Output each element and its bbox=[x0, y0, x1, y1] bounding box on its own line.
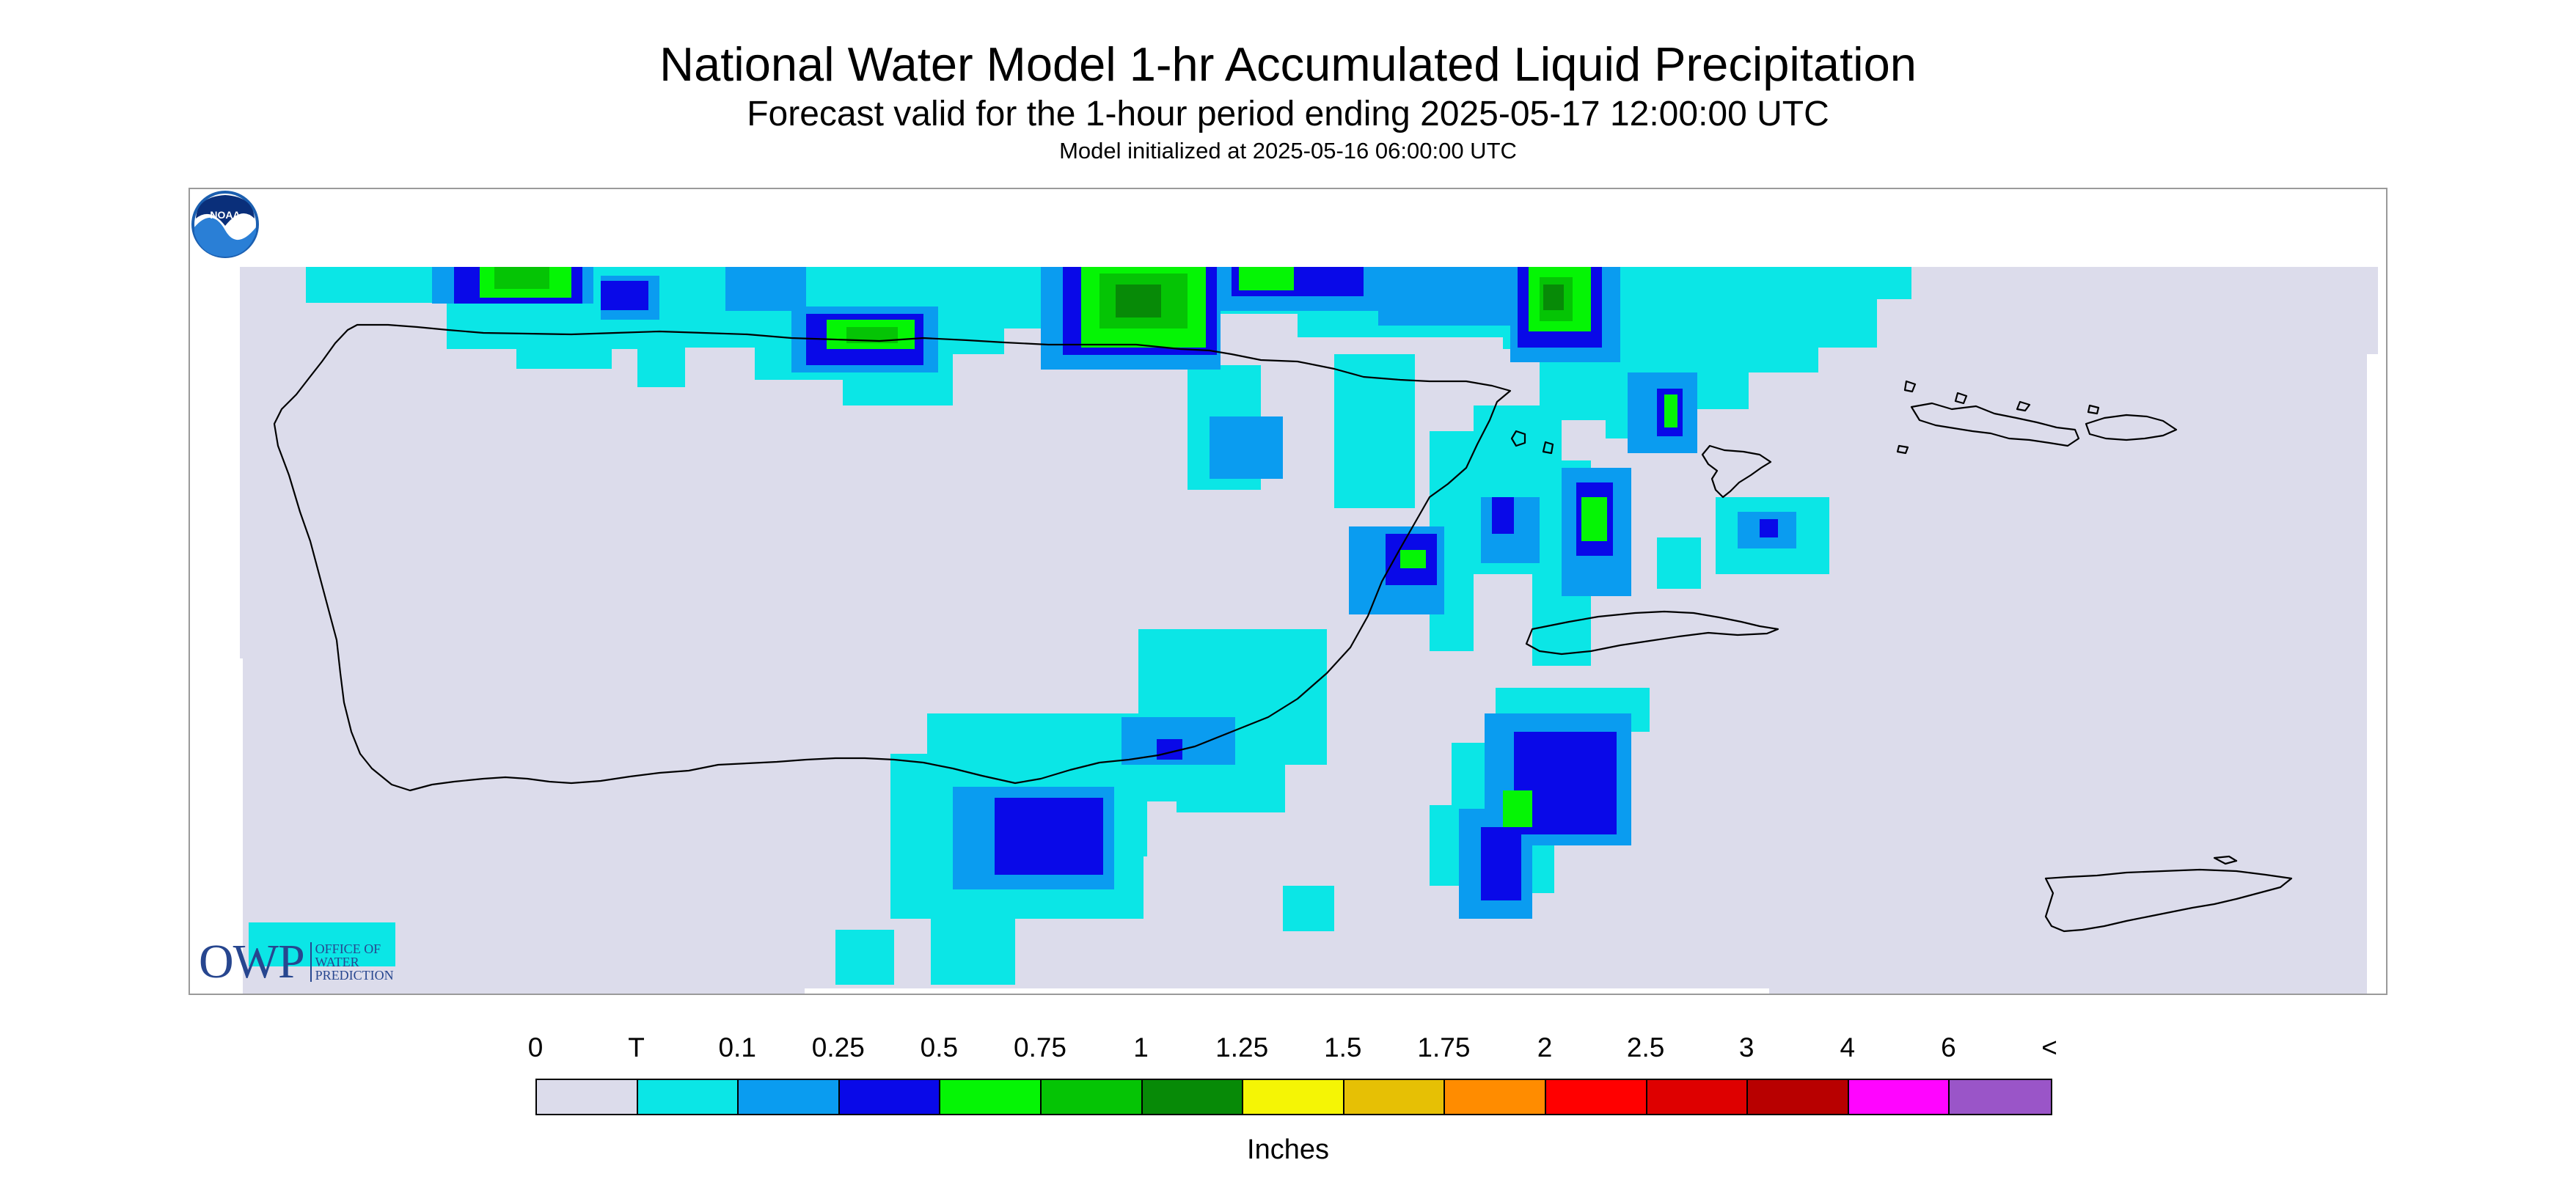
owp-logo-subtext: OFFICE OF WATER PREDICTION bbox=[310, 942, 394, 982]
map-subtitle: Forecast valid for the 1-hour period end… bbox=[747, 95, 1829, 133]
legend-swatch bbox=[1142, 1080, 1244, 1114]
legend-swatch bbox=[1848, 1080, 1950, 1114]
islet-outline-2 bbox=[1542, 441, 1554, 455]
legend-swatch bbox=[637, 1080, 739, 1114]
legend-swatch bbox=[739, 1080, 840, 1114]
legend-tick-label: 3 bbox=[1738, 1032, 1754, 1062]
owp-logo-text: OWP bbox=[199, 935, 305, 988]
precip-0.75-areas bbox=[494, 267, 1573, 343]
legend-swatch bbox=[1950, 1080, 2051, 1114]
legend-tick-label: 0.25 bbox=[811, 1032, 865, 1062]
puerto-rico-outline bbox=[273, 323, 1512, 792]
legend-tick-label: < bbox=[2041, 1032, 2057, 1062]
vieques-outline bbox=[1525, 610, 1779, 656]
legend-swatch bbox=[1041, 1080, 1143, 1114]
legend-labels: 0 T 0.1 0.25 0.5 0.75 1 1.25 1.5 1.75 2 2.5 3 4 6 < bbox=[0, 1029, 2576, 1066]
legend-swatch bbox=[1748, 1080, 1849, 1114]
legend-swatch bbox=[940, 1080, 1042, 1114]
legend-tick-label: 1.5 bbox=[1324, 1032, 1362, 1062]
legend-swatch bbox=[1344, 1080, 1446, 1114]
map-panel: OWP OFFICE OF WATER PREDICTION NOAA bbox=[189, 188, 2387, 995]
legend-tick-label: 1 bbox=[1133, 1032, 1149, 1062]
owp-logo: OWP OFFICE OF WATER PREDICTION bbox=[199, 935, 394, 988]
st-croix-outline bbox=[2044, 855, 2293, 933]
legend-tick-label: 2.5 bbox=[1626, 1032, 1665, 1062]
st-thomas-john-outline bbox=[1896, 380, 2178, 455]
precip-1-areas bbox=[1116, 285, 1564, 317]
noaa-logo: NOAA bbox=[191, 191, 259, 258]
legend-tick-label: 4 bbox=[1840, 1032, 1856, 1062]
legend-units: Inches bbox=[1247, 1134, 1329, 1165]
precipitation-map bbox=[240, 267, 2378, 994]
legend-tick-label: 1.75 bbox=[1417, 1032, 1471, 1062]
legend-tick-label: 0 bbox=[527, 1032, 544, 1062]
legend-swatch bbox=[1545, 1080, 1647, 1114]
culebra-outline bbox=[1701, 444, 1772, 499]
coastlines bbox=[273, 323, 2293, 933]
map-title: National Water Model 1-hr Accumulated Li… bbox=[659, 37, 1917, 91]
legend-tick-label: 0.5 bbox=[920, 1032, 959, 1062]
legend-tick-label: 6 bbox=[1941, 1032, 1956, 1062]
legend-colorbar bbox=[535, 1079, 2052, 1115]
legend-tick-label: 0.1 bbox=[718, 1032, 756, 1062]
legend-tick-label: 0.75 bbox=[1013, 1032, 1067, 1062]
legend-swatch bbox=[839, 1080, 941, 1114]
legend-tick-label: T bbox=[628, 1032, 645, 1062]
svg-text:NOAA: NOAA bbox=[210, 209, 240, 221]
legend-tick-label: 2 bbox=[1537, 1032, 1553, 1062]
init-time-text: Model initialized at 2025-05-16 06:00:00… bbox=[1059, 138, 1517, 164]
legend-tick-label: 1.25 bbox=[1215, 1032, 1269, 1062]
legend-swatch bbox=[537, 1080, 638, 1114]
legend-swatch bbox=[1243, 1080, 1344, 1114]
legend-swatch bbox=[1445, 1080, 1546, 1114]
legend-swatch bbox=[1647, 1080, 1749, 1114]
islet-outline-1 bbox=[1510, 430, 1526, 447]
